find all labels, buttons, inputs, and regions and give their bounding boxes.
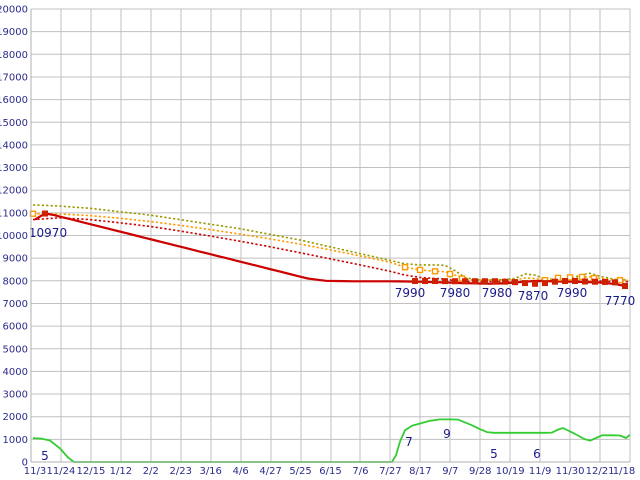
price-data-label: 10970 <box>29 226 67 240</box>
x-axis-tick-label: 4/27 <box>259 466 281 477</box>
price-data-label: 7980 <box>482 286 513 300</box>
x-axis-tick-label: 1/12 <box>110 466 132 477</box>
volume-data-label: 7 <box>405 435 413 449</box>
x-axis-tick-labels: 11/3 11/24 12/15 1/12 2/2 2/23 3/16 4/6 4/27 5/25… <box>24 466 635 477</box>
band-marker <box>616 276 624 284</box>
price-marker <box>592 278 598 285</box>
price-marker <box>492 278 498 285</box>
y-axis-tick-label: 2000 <box>3 412 28 423</box>
x-axis-tick-label: 4/6 <box>233 466 249 477</box>
gridlines <box>30 8 631 463</box>
price-markers <box>29 210 628 290</box>
price-marker <box>572 278 578 285</box>
price-value-labels: 10970 7990 7980 7980 7870 7990 7770 <box>29 226 635 308</box>
x-axis-tick-label: 7/6 <box>352 466 368 477</box>
price-marker <box>582 278 588 285</box>
price-marker <box>462 278 468 285</box>
price-data-label: 7770 <box>605 294 636 308</box>
y-axis-tick-label: 9000 <box>3 254 28 265</box>
y-axis-tick-label: 14000 <box>0 140 28 151</box>
y-axis-tick-label: 18000 <box>0 50 28 61</box>
price-marker <box>42 210 48 217</box>
price-marker <box>472 278 478 285</box>
price-marker <box>552 278 558 285</box>
band-marker <box>401 264 409 271</box>
x-axis-tick-label: 9/28 <box>469 466 491 477</box>
price-marker <box>512 279 518 286</box>
y-axis-tick-label: 13000 <box>0 163 28 174</box>
y-axis-tick-label: 12000 <box>0 186 28 197</box>
x-axis-tick-label: 7/27 <box>379 466 401 477</box>
y-axis-tick-label: 4000 <box>3 367 28 378</box>
price-marker <box>452 278 458 285</box>
price-marker <box>532 280 538 287</box>
band-marker <box>566 274 574 281</box>
x-axis-tick-label: 5/25 <box>289 466 311 477</box>
price-marker <box>542 280 548 287</box>
x-axis-tick-label: 8/17 <box>409 466 431 477</box>
price-data-label: 7990 <box>557 286 588 300</box>
x-axis-tick-label: 11/30 <box>556 466 585 477</box>
y-axis-tick-label: 0 <box>22 458 28 469</box>
x-axis-tick-label: 10/19 <box>496 466 525 477</box>
price-marker <box>502 278 508 285</box>
y-axis-tick-label: 19000 <box>0 27 28 38</box>
y-axis-tick-label: 7000 <box>3 299 28 310</box>
x-axis-tick-label: 11/9 <box>529 466 551 477</box>
y-axis-tick-label: 15000 <box>0 118 28 129</box>
price-marker <box>422 278 428 285</box>
price-marker <box>612 279 618 286</box>
price-marker <box>482 278 488 285</box>
band-marker <box>431 268 439 275</box>
band-marker <box>416 266 424 274</box>
y-axis-tick-label: 5000 <box>3 344 28 355</box>
x-axis-tick-label: 1/18 <box>613 466 635 477</box>
x-axis-tick-label: 3/16 <box>199 466 221 477</box>
volume-data-label: 5 <box>41 449 49 463</box>
price-data-label: 7990 <box>395 286 426 300</box>
price-marker <box>622 283 628 290</box>
x-axis-tick-label: 11/3 <box>24 466 46 477</box>
y-axis-tick-label: 20000 <box>0 5 28 16</box>
volume-data-label: 6 <box>533 447 541 461</box>
x-axis-tick-label: 12/21 <box>586 466 615 477</box>
x-axis-tick-label: 12/15 <box>76 466 105 477</box>
x-axis-tick-label: 9/7 <box>442 466 458 477</box>
band-marker <box>446 270 454 278</box>
y-axis-tick-label: 3000 <box>3 390 28 401</box>
price-marker <box>432 278 438 285</box>
price-marker <box>602 278 608 285</box>
price-data-label: 7980 <box>440 286 471 300</box>
y-axis-tick-label: 17000 <box>0 72 28 83</box>
y-axis-tick-label: 8000 <box>3 276 28 287</box>
y-axis-tick-labels: 2000019000180001700016000150001400013000… <box>0 5 28 469</box>
volume-value-labels: 5 7 9 5 6 <box>41 427 541 463</box>
price-marker <box>562 278 568 285</box>
y-axis-tick-label: 6000 <box>3 322 28 333</box>
axis-lines <box>30 9 630 463</box>
x-axis-tick-label: 2/23 <box>170 466 192 477</box>
volume-data-label: 5 <box>490 447 498 461</box>
volume-data-label: 9 <box>443 427 451 441</box>
x-axis-tick-label: 11/24 <box>47 466 76 477</box>
x-axis-tick-label: 6/15 <box>319 466 341 477</box>
x-axis-tick-label: 2/2 <box>143 466 159 477</box>
y-axis-tick-label: 16000 <box>0 95 28 106</box>
price-marker <box>522 280 528 287</box>
price-marker <box>412 278 418 285</box>
y-axis-tick-label: 11000 <box>0 208 28 219</box>
price-data-label: 7870 <box>518 289 549 303</box>
y-axis-tick-label: 1000 <box>3 435 28 446</box>
price-marker <box>442 278 448 285</box>
